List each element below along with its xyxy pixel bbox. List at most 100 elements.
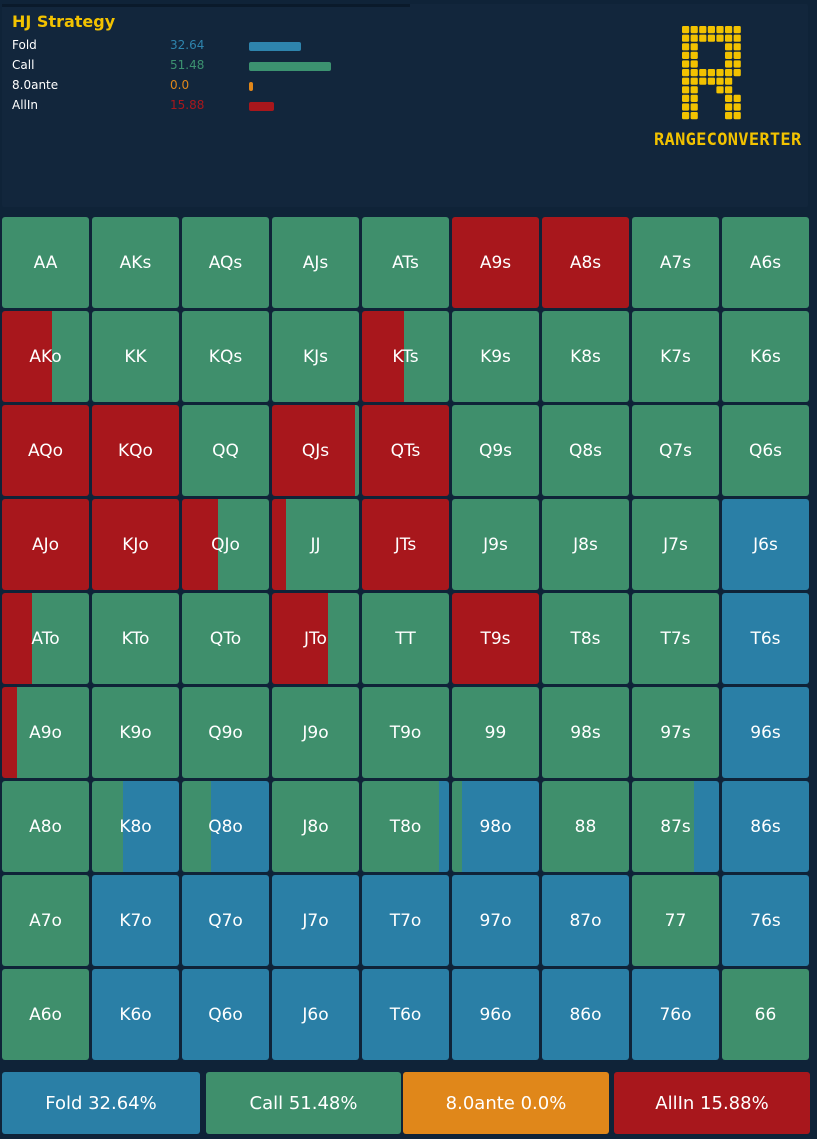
logo-dot (690, 86, 698, 94)
hand-cell-KTo[interactable]: KTo (92, 593, 179, 684)
hand-cell-K6o[interactable]: K6o (92, 969, 179, 1060)
hand-cell-K9o[interactable]: K9o (92, 687, 179, 778)
hand-cell-87o[interactable]: 87o (542, 875, 629, 966)
hand-cell-T9s[interactable]: T9s (452, 593, 539, 684)
hand-label: KQo (118, 440, 153, 461)
hand-cell-87s[interactable]: 87s (632, 781, 719, 872)
hand-cell-AQs[interactable]: AQs (182, 217, 269, 308)
hand-cell-KK[interactable]: KK (92, 311, 179, 402)
logo-dot (682, 51, 690, 59)
hand-cell-T8s[interactable]: T8s (542, 593, 629, 684)
hand-cell-KJs[interactable]: KJs (272, 311, 359, 402)
hand-cell-T7o[interactable]: T7o (362, 875, 449, 966)
hand-cell-J8o[interactable]: J8o (272, 781, 359, 872)
hand-label: K8s (570, 346, 601, 367)
hand-cell-A7s[interactable]: A7s (632, 217, 719, 308)
hand-label: JJ (310, 534, 321, 555)
hand-cell-Q6s[interactable]: Q6s (722, 405, 809, 496)
hand-cell-JTo[interactable]: JTo (272, 593, 359, 684)
hand-cell-K9s[interactable]: K9s (452, 311, 539, 402)
hand-cell-T9o[interactable]: T9o (362, 687, 449, 778)
hand-label: JTs (394, 534, 417, 555)
hand-cell-K8s[interactable]: K8s (542, 311, 629, 402)
call-segment (632, 593, 719, 684)
hand-cell-J9o[interactable]: J9o (272, 687, 359, 778)
hand-cell-A6o[interactable]: A6o (2, 969, 89, 1060)
hand-cell-KQs[interactable]: KQs (182, 311, 269, 402)
hand-cell-86s[interactable]: 86s (722, 781, 809, 872)
hand-cell-88[interactable]: 88 (542, 781, 629, 872)
hand-cell-KJo[interactable]: KJo (92, 499, 179, 590)
hand-cell-ATs[interactable]: ATs (362, 217, 449, 308)
hand-cell-QTo[interactable]: QTo (182, 593, 269, 684)
hand-cell-K7o[interactable]: K7o (92, 875, 179, 966)
fold-summary-button[interactable]: Fold 32.64% (2, 1072, 200, 1134)
hand-cell-ATo[interactable]: ATo (2, 593, 89, 684)
hand-cell-Q6o[interactable]: Q6o (182, 969, 269, 1060)
hand-cell-TT[interactable]: TT (362, 593, 449, 684)
hand-cell-A9o[interactable]: A9o (2, 687, 89, 778)
hand-cell-96s[interactable]: 96s (722, 687, 809, 778)
hand-cell-T6o[interactable]: T6o (362, 969, 449, 1060)
hand-cell-99[interactable]: 99 (452, 687, 539, 778)
hand-cell-QJs[interactable]: QJs (272, 405, 359, 496)
hand-cell-J9s[interactable]: J9s (452, 499, 539, 590)
hand-cell-Q8o[interactable]: Q8o (182, 781, 269, 872)
hand-cell-Q9o[interactable]: Q9o (182, 687, 269, 778)
hand-cell-Q8s[interactable]: Q8s (542, 405, 629, 496)
hand-cell-K8o[interactable]: K8o (92, 781, 179, 872)
hand-cell-66[interactable]: 66 (722, 969, 809, 1060)
hand-cell-A6s[interactable]: A6s (722, 217, 809, 308)
hand-cell-J7o[interactable]: J7o (272, 875, 359, 966)
hand-cell-JTs[interactable]: JTs (362, 499, 449, 590)
hand-cell-J6o[interactable]: J6o (272, 969, 359, 1060)
hand-cell-T6s[interactable]: T6s (722, 593, 809, 684)
hand-cell-AJo[interactable]: AJo (2, 499, 89, 590)
hand-cell-K7s[interactable]: K7s (632, 311, 719, 402)
hand-cell-K6s[interactable]: K6s (722, 311, 809, 402)
hand-cell-J7s[interactable]: J7s (632, 499, 719, 590)
hand-cell-Q7s[interactable]: Q7s (632, 405, 719, 496)
hand-cell-JJ[interactable]: JJ (272, 499, 359, 590)
hand-cell-A7o[interactable]: A7o (2, 875, 89, 966)
hand-cell-QJo[interactable]: QJo (182, 499, 269, 590)
hand-cell-98s[interactable]: 98s (542, 687, 629, 778)
hand-cell-Q9s[interactable]: Q9s (452, 405, 539, 496)
hand-cell-96o[interactable]: 96o (452, 969, 539, 1060)
allin-summary-button[interactable]: AllIn 15.88% (614, 1072, 810, 1134)
hand-cell-A8o[interactable]: A8o (2, 781, 89, 872)
hand-cell-98o[interactable]: 98o (452, 781, 539, 872)
call-summary-button[interactable]: Call 51.48% (206, 1072, 401, 1134)
hand-cell-QQ[interactable]: QQ (182, 405, 269, 496)
logo-dot (690, 60, 698, 68)
hand-cell-T8o[interactable]: T8o (362, 781, 449, 872)
hand-cell-Q7o[interactable]: Q7o (182, 875, 269, 966)
hand-cell-QTs[interactable]: QTs (362, 405, 449, 496)
hand-label: KQs (208, 346, 243, 367)
hand-cell-77[interactable]: 77 (632, 875, 719, 966)
hand-cell-A9s[interactable]: A9s (452, 217, 539, 308)
hand-cell-KTs[interactable]: KTs (362, 311, 449, 402)
hand-cell-AQo[interactable]: AQo (2, 405, 89, 496)
call-segment (632, 499, 719, 590)
hand-cell-76s[interactable]: 76s (722, 875, 809, 966)
hand-cell-86o[interactable]: 86o (542, 969, 629, 1060)
hand-cell-A8s[interactable]: A8s (542, 217, 629, 308)
hand-cell-AJs[interactable]: AJs (272, 217, 359, 308)
hand-cell-97o[interactable]: 97o (452, 875, 539, 966)
hand-cell-J6s[interactable]: J6s (722, 499, 809, 590)
hand-cell-AA[interactable]: AA (2, 217, 89, 308)
hand-cell-AKs[interactable]: AKs (92, 217, 179, 308)
call-segment (632, 875, 719, 966)
ante-summary-button[interactable]: 8.0ante 0.0% (403, 1072, 609, 1134)
hand-cell-76o[interactable]: 76o (632, 969, 719, 1060)
call-segment (182, 781, 211, 872)
hand-cell-T7s[interactable]: T7s (632, 593, 719, 684)
logo-dot (725, 103, 733, 111)
hand-cell-AKo[interactable]: AKo (2, 311, 89, 402)
hand-cell-J8s[interactable]: J8s (542, 499, 629, 590)
hand-cell-KQo[interactable]: KQo (92, 405, 179, 496)
logo-dot (733, 34, 741, 42)
call-segment (362, 687, 449, 778)
hand-cell-97s[interactable]: 97s (632, 687, 719, 778)
